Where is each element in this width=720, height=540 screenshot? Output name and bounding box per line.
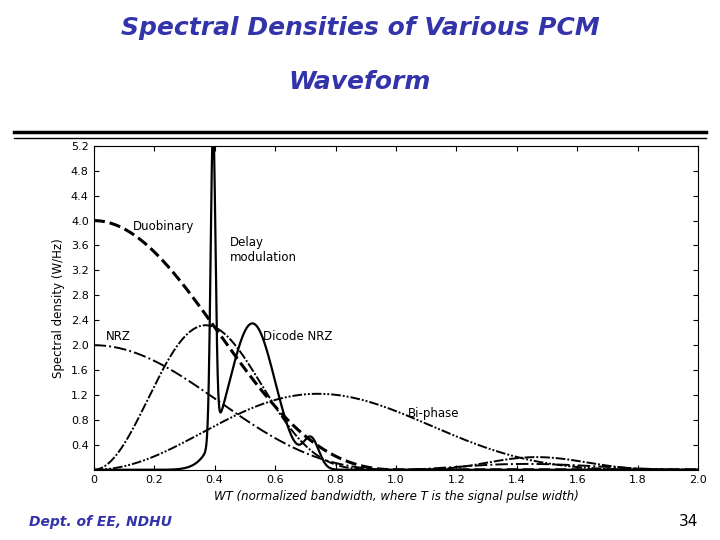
Text: Spectral Densities of Various PCM: Spectral Densities of Various PCM xyxy=(121,16,599,40)
Text: 34: 34 xyxy=(679,514,698,529)
Y-axis label: Spectral density (W/Hz): Spectral density (W/Hz) xyxy=(53,238,66,377)
Text: NRZ: NRZ xyxy=(106,330,130,343)
Text: Duobinary: Duobinary xyxy=(133,220,194,233)
Text: Delay
modulation: Delay modulation xyxy=(230,236,297,264)
Text: Waveform: Waveform xyxy=(289,70,431,94)
Text: Dicode NRZ: Dicode NRZ xyxy=(263,330,333,343)
Text: Bi-phase: Bi-phase xyxy=(408,408,459,421)
X-axis label: WT (normalized bandwidth, where T is the signal pulse width): WT (normalized bandwidth, where T is the… xyxy=(214,490,578,503)
Text: Dept. of EE, NDHU: Dept. of EE, NDHU xyxy=(29,515,172,529)
